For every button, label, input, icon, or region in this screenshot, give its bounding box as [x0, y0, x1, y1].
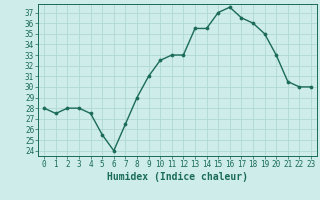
X-axis label: Humidex (Indice chaleur): Humidex (Indice chaleur)	[107, 172, 248, 182]
